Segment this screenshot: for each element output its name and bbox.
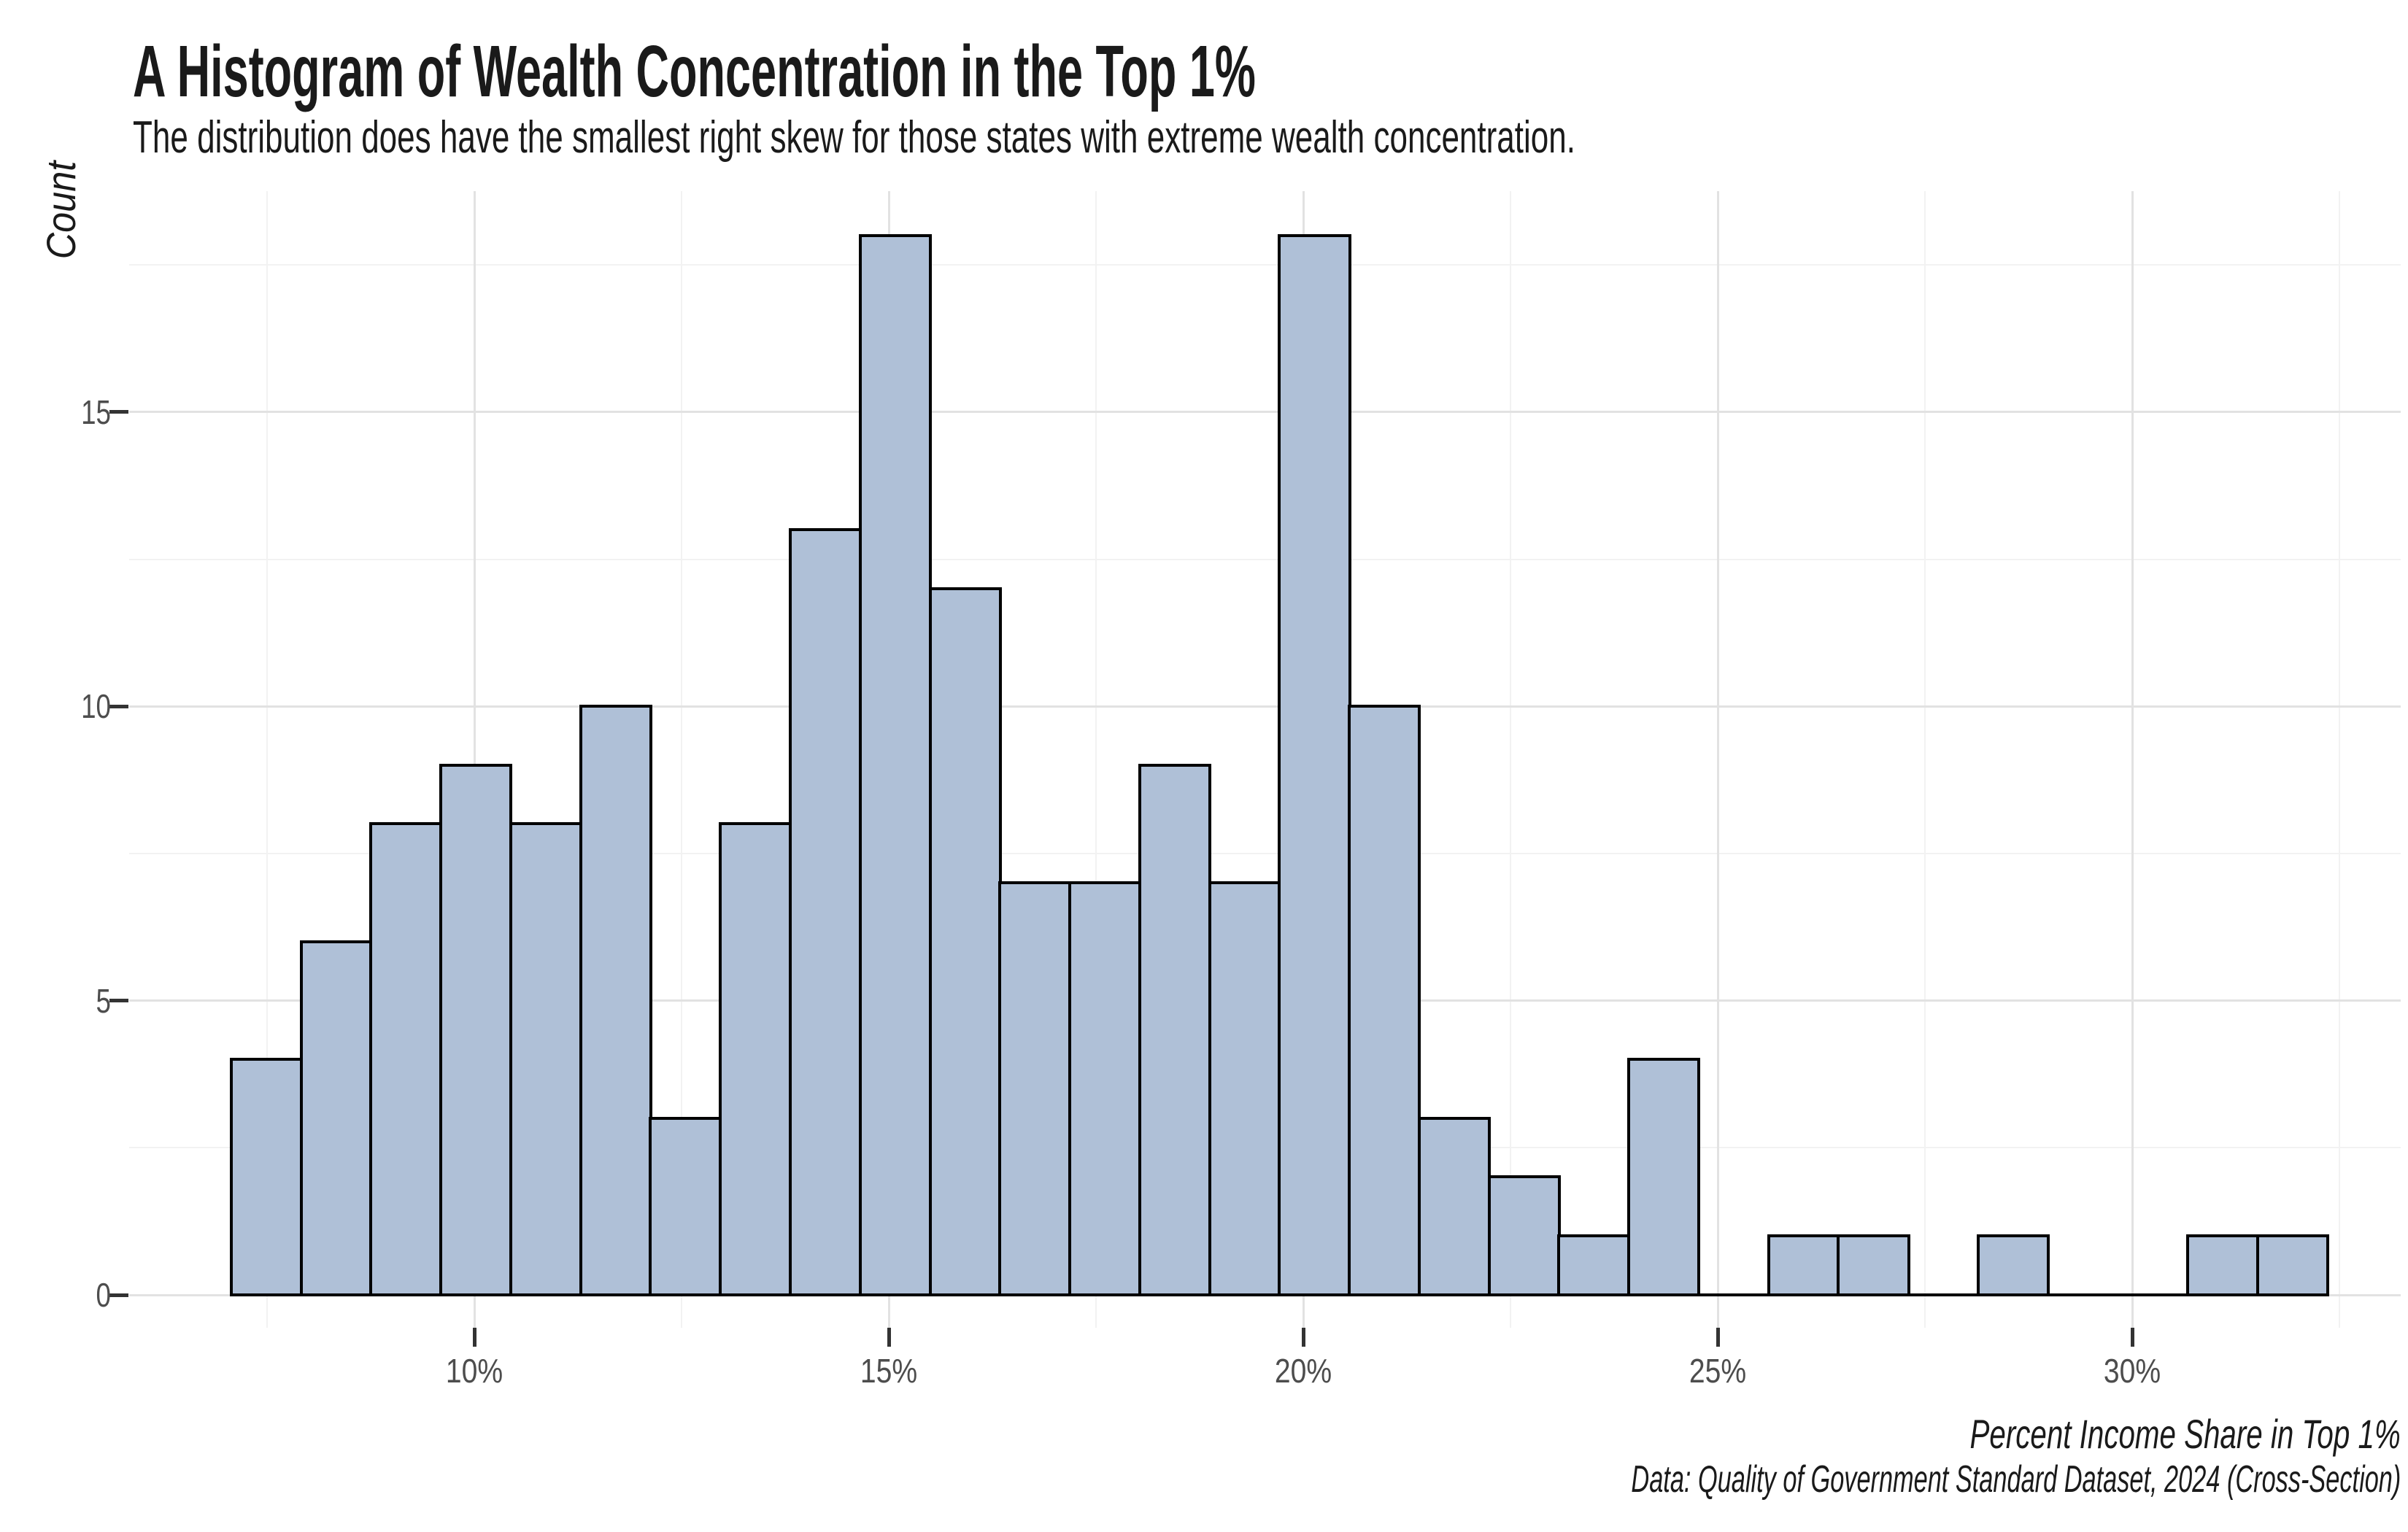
histogram-bar bbox=[1837, 1234, 1910, 1297]
histogram-bar bbox=[1417, 1116, 1492, 1297]
gridline-v-minor bbox=[1924, 191, 1926, 1328]
y-tick-label: 5 bbox=[96, 981, 111, 1020]
histogram-bar bbox=[229, 1058, 304, 1297]
histogram-bar bbox=[788, 528, 863, 1297]
x-tick-label: 30% bbox=[2103, 1352, 2161, 1390]
y-tick-label: 15 bbox=[81, 392, 111, 431]
histogram-bar bbox=[2256, 1234, 2330, 1297]
gridline-h-minor bbox=[129, 558, 2401, 560]
histogram-bar bbox=[1068, 881, 1142, 1297]
histogram-bar bbox=[1348, 705, 1421, 1297]
histogram-bar bbox=[719, 822, 792, 1297]
histogram-bar bbox=[928, 587, 1002, 1297]
histogram-bar bbox=[1138, 763, 1212, 1297]
gridline-h-minor bbox=[129, 264, 2401, 266]
x-tick-mark bbox=[2130, 1328, 2134, 1347]
chart-subtitle: The distribution does have the smallest … bbox=[133, 112, 1575, 163]
histogram-bar bbox=[1278, 233, 1351, 1297]
x-tick-label: 15% bbox=[860, 1352, 918, 1390]
histogram-bar bbox=[579, 705, 652, 1297]
gridline-v-minor bbox=[1095, 191, 1097, 1328]
x-tick-label: 20% bbox=[1274, 1352, 1332, 1390]
gridline-h-major bbox=[129, 705, 2401, 708]
histogram-bar bbox=[649, 1116, 722, 1297]
gridline-v-major bbox=[2131, 191, 2134, 1328]
gridline-v-minor bbox=[266, 191, 268, 1328]
x-tick-mark bbox=[1716, 1328, 1720, 1347]
gridline-h-minor bbox=[129, 852, 2401, 854]
histogram-bar bbox=[1557, 1234, 1631, 1297]
x-tick-mark bbox=[472, 1328, 476, 1347]
x-axis-title: Percent Income Share in Top 1% bbox=[1969, 1411, 2401, 1457]
chart-caption: Data: Quality of Government Standard Dat… bbox=[1631, 1458, 2401, 1501]
histogram-bar bbox=[998, 881, 1072, 1297]
histogram-bar bbox=[369, 822, 443, 1297]
y-tick-mark bbox=[109, 999, 128, 1003]
y-axis-title: Count bbox=[38, 160, 84, 260]
gridline-v-minor bbox=[1510, 191, 1511, 1328]
chart-title: A Histogram of Wealth Concentration in t… bbox=[133, 31, 1256, 112]
y-tick-mark bbox=[109, 1293, 128, 1297]
histogram-bar bbox=[1977, 1234, 2050, 1297]
x-tick-mark bbox=[1301, 1328, 1305, 1347]
gridline-h-major bbox=[129, 411, 2401, 414]
gridline-v-minor bbox=[681, 191, 682, 1328]
histogram-bar bbox=[1767, 1234, 1840, 1297]
gridline-v-major bbox=[1716, 191, 1719, 1328]
histogram-bar bbox=[439, 763, 513, 1297]
histogram-bar bbox=[858, 233, 932, 1297]
y-tick-mark bbox=[109, 410, 128, 414]
y-tick-mark bbox=[109, 704, 128, 708]
histogram-bar bbox=[1208, 881, 1281, 1297]
x-tick-label: 10% bbox=[445, 1352, 503, 1390]
histogram-bar bbox=[2186, 1234, 2260, 1297]
histogram-bar bbox=[1627, 1058, 1701, 1297]
gridline-v-major bbox=[473, 191, 476, 1328]
x-tick-label: 25% bbox=[1689, 1352, 1747, 1390]
histogram-bar bbox=[1487, 1175, 1561, 1297]
y-tick-label: 10 bbox=[81, 687, 111, 726]
y-tick-label: 0 bbox=[96, 1276, 111, 1314]
x-tick-mark bbox=[887, 1328, 891, 1347]
gridline-v-minor bbox=[2339, 191, 2340, 1328]
histogram-bar bbox=[299, 940, 373, 1297]
histogram-bar bbox=[509, 822, 583, 1297]
